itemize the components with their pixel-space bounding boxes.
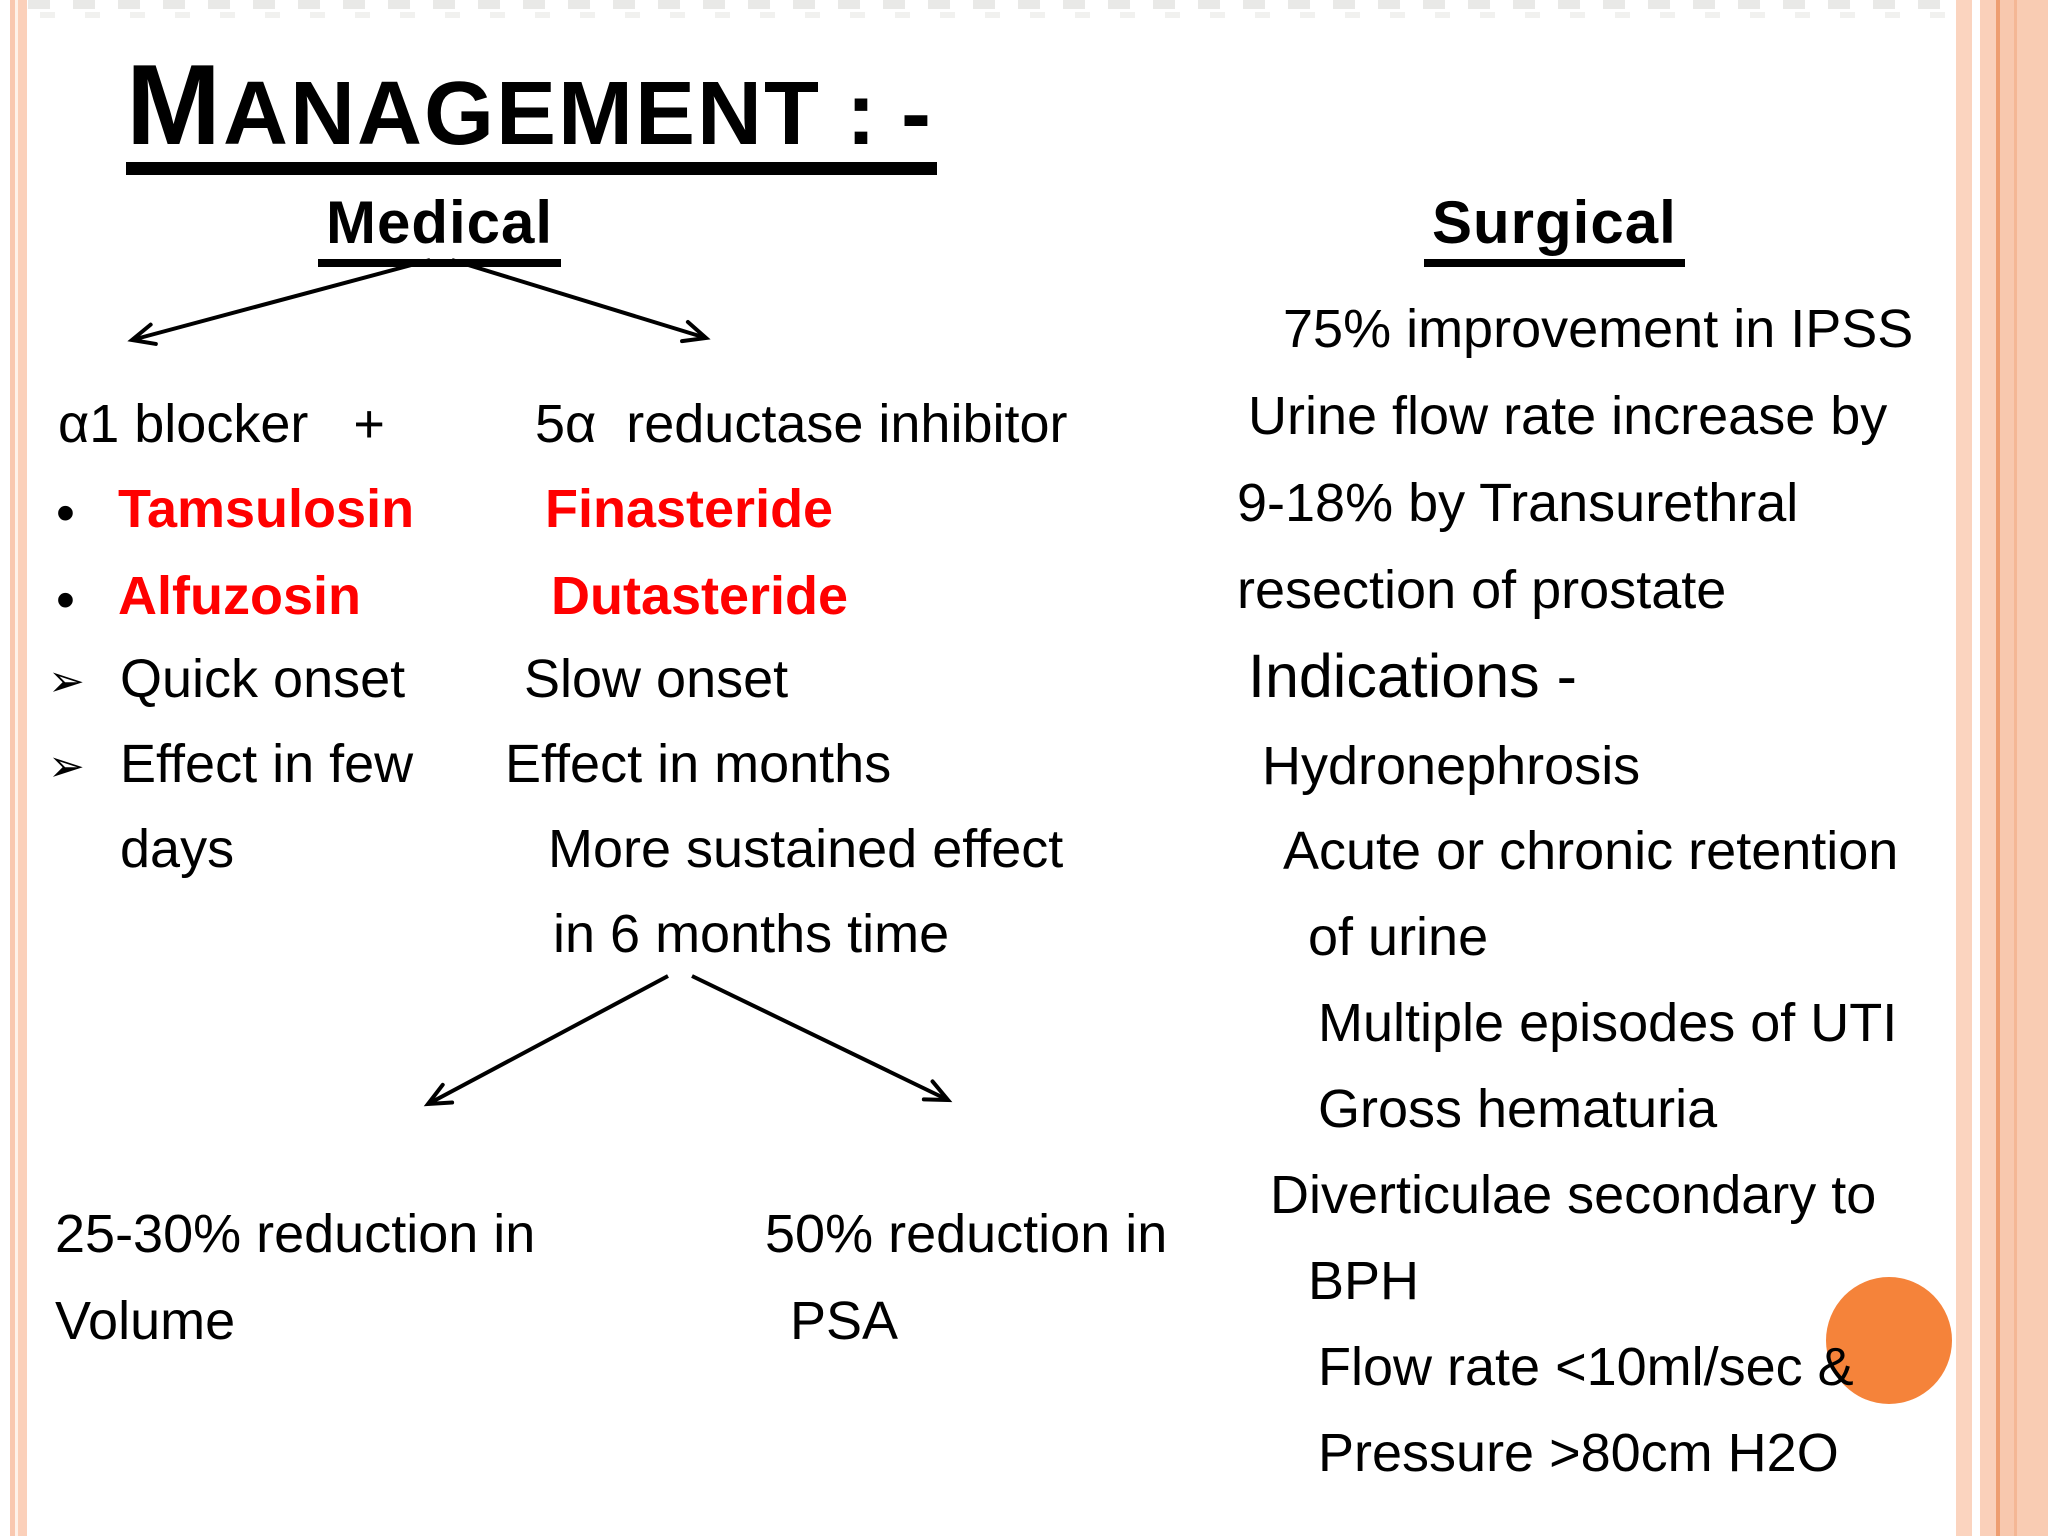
outcome-psa-line1: 50% reduction in (765, 1204, 1168, 1264)
indication-hydronephrosis: Hydronephrosis (1262, 736, 1641, 796)
feature-six-months: in 6 months time (553, 904, 950, 964)
feature-days: days (120, 819, 235, 879)
outcome-volume-line1: 25-30% reduction in (55, 1204, 536, 1264)
surgical-heading: Surgical (1424, 188, 1685, 267)
feature-row-1-bullet: ➢ (48, 656, 85, 707)
slide-title-rest: ANAGEMENT (222, 64, 821, 164)
indication-hematuria: Gross hematuria (1318, 1079, 1718, 1139)
indication-retention-1: Acute or chronic retention (1283, 821, 1899, 881)
surgical-result-turp-2: resection of prostate (1237, 560, 1727, 620)
right-border-stripe-thin (1956, 0, 1972, 1536)
drug-row-1-bullet: • (56, 483, 75, 543)
drug-finasteride: Finasteride (545, 479, 834, 539)
right-border-stripe-band (1980, 0, 2048, 1536)
drug-dutasteride: Dutasteride (551, 566, 849, 626)
indication-uti: Multiple episodes of UTI (1318, 993, 1898, 1053)
indication-diverticulae-2: BPH (1308, 1251, 1420, 1311)
outcome-psa-line2: PSA (790, 1291, 899, 1351)
drug-row-2-bullet: • (56, 570, 75, 630)
surgical-result-flow: Urine flow rate increase by (1248, 386, 1888, 446)
outcome-branch-arrow-right (691, 974, 953, 1103)
feature-effect-few: Effect in few (120, 734, 414, 794)
indication-retention-2: of urine (1308, 907, 1489, 967)
feature-row-2-bullet: ➢ (48, 741, 85, 792)
medical-heading: Medical (318, 188, 562, 267)
drug-alfuzosin: Alfuzosin (118, 566, 361, 626)
indication-flow-rate: Flow rate <10ml/sec & (1318, 1337, 1854, 1397)
slide-title-underline: MANAGEMENT : - (126, 49, 937, 175)
orange-circle-shape (1826, 1277, 1952, 1404)
medical-class-left: α1 blocker + (58, 394, 385, 454)
surgical-result-ipss: 75% improvement in IPSS (1283, 299, 1914, 359)
filmstrip-dash-pattern (28, 0, 1952, 9)
medical-branch-arrow-right (451, 258, 711, 344)
drug-tamsulosin: Tamsulosin (118, 479, 415, 539)
feature-effect-months: Effect in months (505, 734, 892, 794)
indication-pressure: Pressure >80cm H2O (1318, 1423, 1839, 1483)
feature-more-sustained: More sustained effect (548, 819, 1064, 879)
slide-title-suffix: : - (820, 64, 931, 164)
surgical-indications-label: Indications - (1248, 642, 1577, 710)
medical-class-right: 5α reductase inhibitor (535, 394, 1068, 454)
outcome-volume-line2: Volume (55, 1291, 236, 1351)
medical-branch-arrow-left (127, 258, 431, 346)
outcome-branch-arrow-left (423, 974, 669, 1107)
slide-title-initial: M (126, 42, 223, 169)
surgical-result-turp-1: 9-18% by Transurethral (1237, 473, 1799, 533)
slide-title: MANAGEMENT : - (126, 49, 937, 175)
feature-slow-onset: Slow onset (524, 649, 789, 709)
filmstrip-dash-pattern-2 (40, 12, 1952, 18)
feature-quick-onset: Quick onset (120, 649, 406, 709)
left-border-stripe (10, 0, 27, 1536)
indication-diverticulae-1: Diverticulae secondary to (1270, 1165, 1877, 1225)
